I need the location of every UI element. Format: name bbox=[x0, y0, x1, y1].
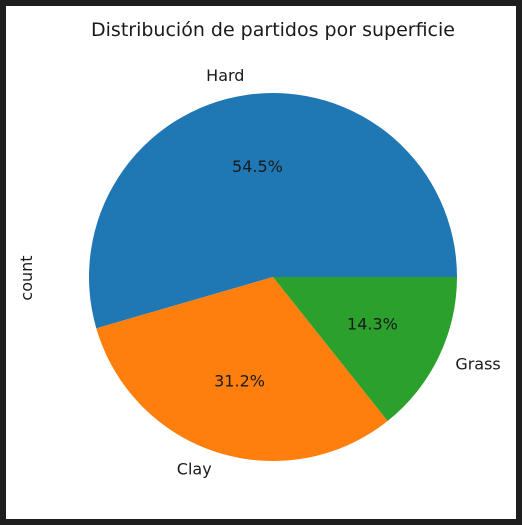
slice-label-clay: Clay bbox=[177, 459, 212, 478]
pie-slice-clay bbox=[96, 277, 388, 461]
slice-label-hard: Hard bbox=[206, 66, 244, 85]
chart-title: Distribución de partidos por superficie bbox=[91, 19, 455, 41]
slice-percent-hard: 54.5% bbox=[232, 157, 283, 176]
y-axis-label: count bbox=[17, 255, 36, 300]
slice-label-grass: Grass bbox=[455, 354, 500, 373]
figure: Distribución de partidos por superficie … bbox=[6, 6, 516, 519]
pie-chart: Distribución de partidos por superficie … bbox=[17, 19, 501, 478]
slice-percent-clay: 31.2% bbox=[214, 372, 265, 391]
pie-labels: Hard 54.5% Clay 31.2% Grass 14.3% bbox=[177, 66, 501, 478]
pie-slice-hard bbox=[88, 93, 457, 329]
pie-slices bbox=[88, 93, 457, 461]
slice-percent-grass: 14.3% bbox=[347, 314, 398, 333]
pie-slice-grass bbox=[273, 277, 457, 421]
